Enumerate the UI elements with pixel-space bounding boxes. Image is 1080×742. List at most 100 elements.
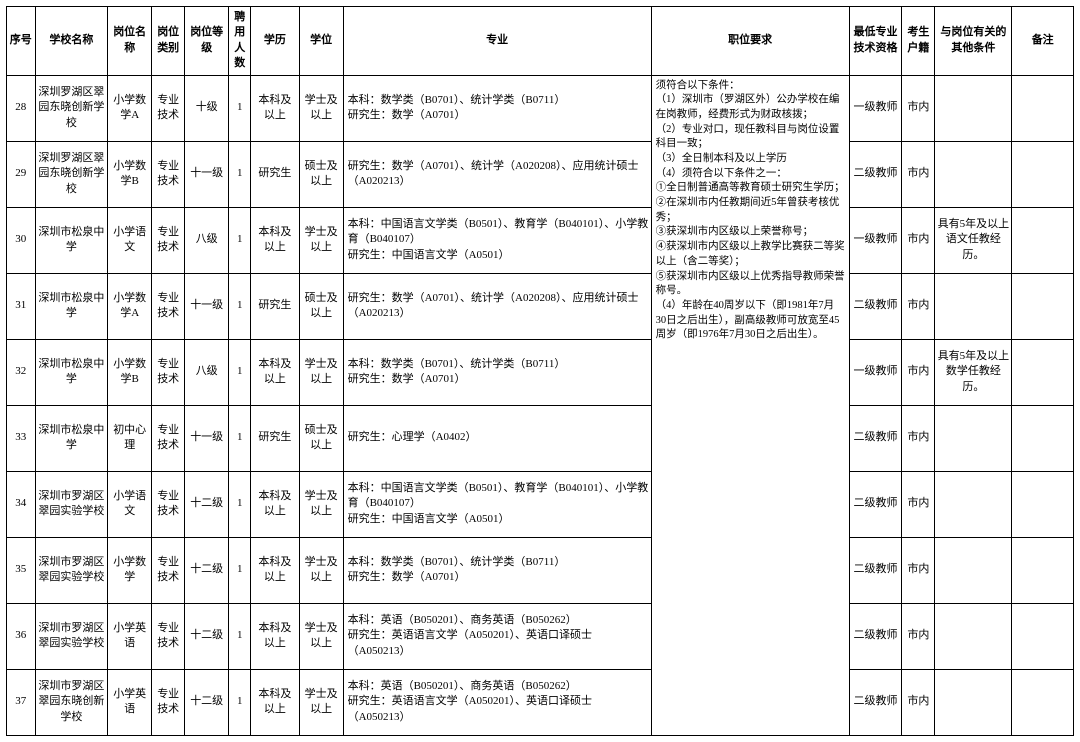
cell: 本科及以上 <box>251 603 299 669</box>
cell: 学士及以上 <box>299 603 343 669</box>
cell: 深圳市罗湖区翠园东晓创新学校 <box>35 669 108 735</box>
cell <box>1012 207 1074 273</box>
cell: 1 <box>229 537 251 603</box>
header-req: 职位要求 <box>651 7 849 76</box>
cell: 十二级 <box>185 537 229 603</box>
cell <box>935 471 1012 537</box>
cell: 硕士及以上 <box>299 273 343 339</box>
cell: 专业技术 <box>152 207 185 273</box>
cell: 1 <box>229 471 251 537</box>
cell: 本科：数学类（B0701）、统计学类（B0711） 研究生：数学（A0701） <box>343 339 651 405</box>
cell: 一级教师 <box>849 75 902 141</box>
cell: 1 <box>229 141 251 207</box>
cell: 研究生：数学（A0701）、统计学（A020208）、应用统计硕士（A02021… <box>343 273 651 339</box>
cell: 市内 <box>902 603 935 669</box>
cell: 本科：数学类（B0701）、统计学类（B0711） 研究生：数学（A0701） <box>343 537 651 603</box>
cell: 深圳罗湖区翠园东晓创新学校 <box>35 75 108 141</box>
recruitment-table: 序号 学校名称 岗位名称 岗位类别 岗位等级 聘用人数 学历 学位 专业 职位要… <box>6 6 1074 736</box>
cell: 1 <box>229 75 251 141</box>
cell: 学士及以上 <box>299 471 343 537</box>
header-school: 学校名称 <box>35 7 108 76</box>
cell: 硕士及以上 <box>299 405 343 471</box>
cell: 市内 <box>902 339 935 405</box>
table-row: 34深圳市罗湖区翠园实验学校小学语文专业技术十二级1本科及以上学士及以上本科：中… <box>7 471 1074 537</box>
cell: 本科：英语（B050201）、商务英语（B050262） 研究生：英语语言文学（… <box>343 669 651 735</box>
cell <box>1012 75 1074 141</box>
cell: 具有5年及以上语文任教经历。 <box>935 207 1012 273</box>
cell: 市内 <box>902 537 935 603</box>
cell: 专业技术 <box>152 75 185 141</box>
cell <box>935 669 1012 735</box>
cell: 学士及以上 <box>299 669 343 735</box>
header-edu: 学历 <box>251 7 299 76</box>
cell: 十二级 <box>185 669 229 735</box>
cell: 37 <box>7 669 36 735</box>
cell: 本科：中国语言文学类（B0501）、教育学（B040101）、小学教育（B040… <box>343 471 651 537</box>
cell: 市内 <box>902 141 935 207</box>
cell: 专业技术 <box>152 471 185 537</box>
cell: 二级教师 <box>849 669 902 735</box>
cell: 二级教师 <box>849 537 902 603</box>
cell <box>1012 669 1074 735</box>
cell: 学士及以上 <box>299 537 343 603</box>
cell: 28 <box>7 75 36 141</box>
cell: 具有5年及以上数学任教经历。 <box>935 339 1012 405</box>
cell: 1 <box>229 603 251 669</box>
table-row: 31深圳市松泉中学小学数学A专业技术十一级1研究生硕士及以上研究生：数学（A07… <box>7 273 1074 339</box>
cell <box>935 273 1012 339</box>
cell: 深圳市松泉中学 <box>35 339 108 405</box>
cell: 初中心理 <box>108 405 152 471</box>
cell <box>1012 471 1074 537</box>
cell <box>935 603 1012 669</box>
cell <box>1012 339 1074 405</box>
header-major: 专业 <box>343 7 651 76</box>
cell: 1 <box>229 405 251 471</box>
cell: 八级 <box>185 207 229 273</box>
cell: 深圳市罗湖区翠园实验学校 <box>35 603 108 669</box>
table-row: 36深圳市罗湖区翠园实验学校小学英语专业技术十二级1本科及以上学士及以上本科：英… <box>7 603 1074 669</box>
cell: 二级教师 <box>849 405 902 471</box>
cell: 专业技术 <box>152 339 185 405</box>
cell: 深圳市松泉中学 <box>35 207 108 273</box>
cell: 31 <box>7 273 36 339</box>
cell: 本科：数学类（B0701）、统计学类（B0711） 研究生：数学（A0701） <box>343 75 651 141</box>
cell <box>1012 273 1074 339</box>
cell: 研究生 <box>251 405 299 471</box>
cell: 小学语文 <box>108 471 152 537</box>
cell: 1 <box>229 207 251 273</box>
requirements-cell: 须符合以下条件： （1）深圳市（罗湖区外）公办学校在编在岗教师，经费形式为财政核… <box>651 75 849 735</box>
cell: 研究生 <box>251 273 299 339</box>
table-body: 28深圳罗湖区翠园东晓创新学校小学数学A专业技术十级1本科及以上学士及以上本科：… <box>7 75 1074 735</box>
cell: 小学数学A <box>108 273 152 339</box>
table-row: 33深圳市松泉中学初中心理专业技术十一级1研究生硕士及以上研究生：心理学（A04… <box>7 405 1074 471</box>
cell <box>1012 537 1074 603</box>
cell: 小学语文 <box>108 207 152 273</box>
cell: 研究生 <box>251 141 299 207</box>
cell <box>935 405 1012 471</box>
table-header: 序号 学校名称 岗位名称 岗位类别 岗位等级 聘用人数 学历 学位 专业 职位要… <box>7 7 1074 76</box>
cell <box>1012 603 1074 669</box>
cell: 二级教师 <box>849 141 902 207</box>
header-hukou: 考生户籍 <box>902 7 935 76</box>
header-deg: 学位 <box>299 7 343 76</box>
cell: 小学数学 <box>108 537 152 603</box>
cell: 深圳罗湖区翠园东晓创新学校 <box>35 141 108 207</box>
cell <box>1012 405 1074 471</box>
cell: 34 <box>7 471 36 537</box>
table-row: 28深圳罗湖区翠园东晓创新学校小学数学A专业技术十级1本科及以上学士及以上本科：… <box>7 75 1074 141</box>
cell: 专业技术 <box>152 405 185 471</box>
cell: 深圳市罗湖区翠园实验学校 <box>35 471 108 537</box>
table-row: 29深圳罗湖区翠园东晓创新学校小学数学B专业技术十一级1研究生硕士及以上研究生：… <box>7 141 1074 207</box>
cell: 深圳市罗湖区翠园实验学校 <box>35 537 108 603</box>
cell: 本科及以上 <box>251 75 299 141</box>
cell <box>935 537 1012 603</box>
cell: 一级教师 <box>849 339 902 405</box>
cell: 十二级 <box>185 603 229 669</box>
cell: 1 <box>229 669 251 735</box>
cell: 本科及以上 <box>251 669 299 735</box>
header-idx: 序号 <box>7 7 36 76</box>
cell: 十一级 <box>185 141 229 207</box>
table-row: 30深圳市松泉中学小学语文专业技术八级1本科及以上学士及以上本科：中国语言文学类… <box>7 207 1074 273</box>
cell: 专业技术 <box>152 603 185 669</box>
table-row: 35深圳市罗湖区翠园实验学校小学数学专业技术十二级1本科及以上学士及以上本科：数… <box>7 537 1074 603</box>
